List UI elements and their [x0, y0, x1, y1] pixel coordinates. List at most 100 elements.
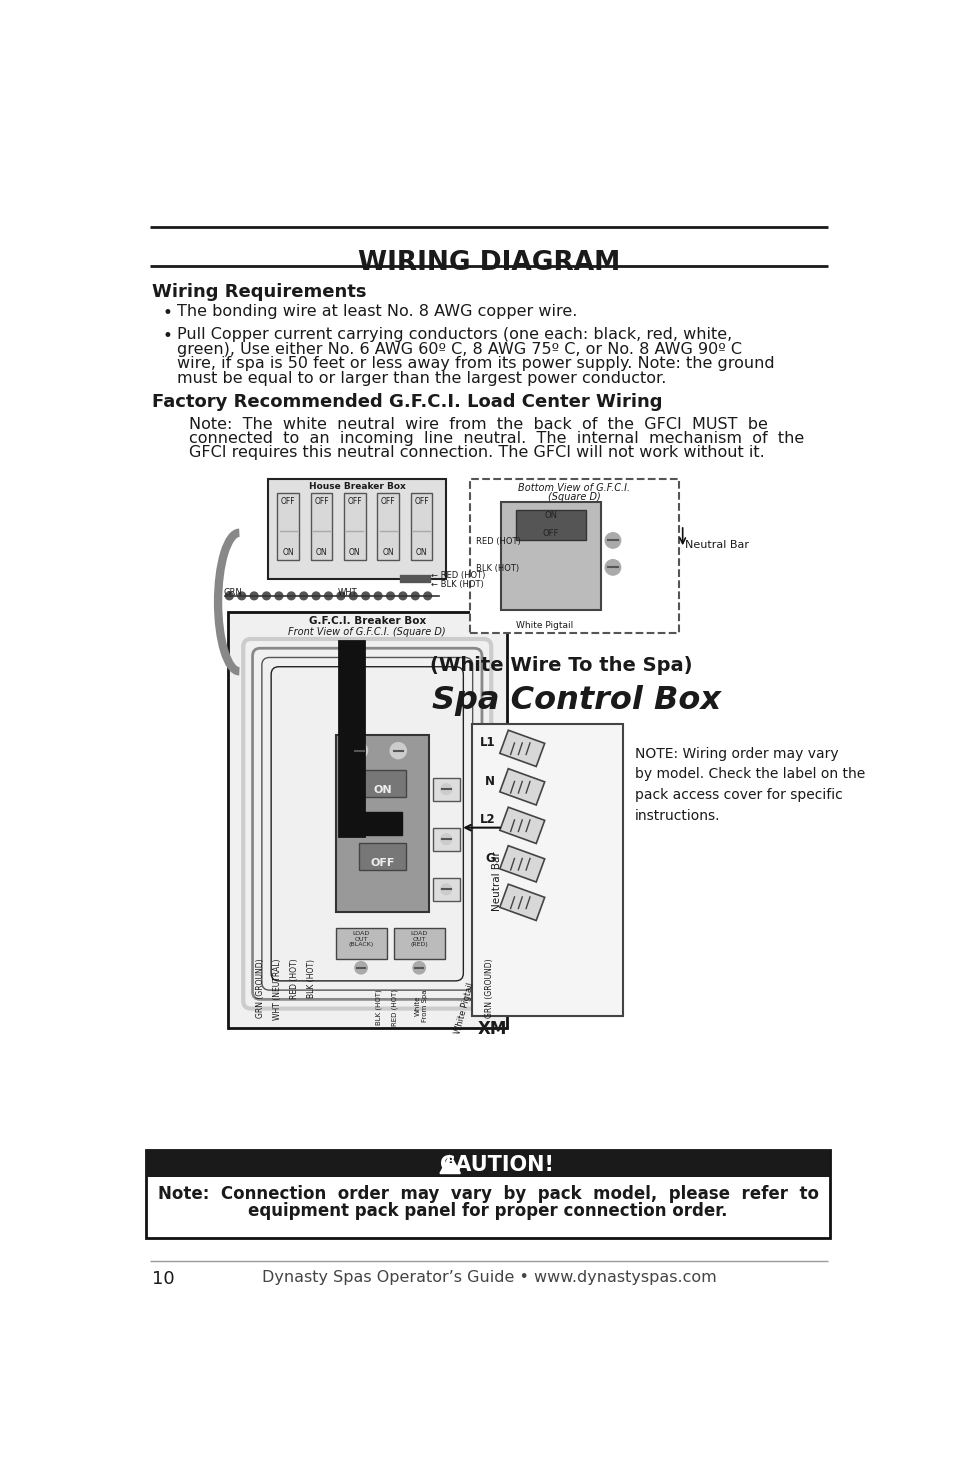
Text: Factory Recommended G.F.C.I. Load Center Wiring: Factory Recommended G.F.C.I. Load Center… — [152, 394, 661, 412]
Bar — [499, 807, 544, 844]
Text: GRN (GROUND): GRN (GROUND) — [485, 959, 494, 1018]
Bar — [359, 844, 406, 870]
Text: OFF: OFF — [370, 858, 395, 869]
Bar — [394, 928, 444, 959]
Text: Bottom View of G.F.C.I.: Bottom View of G.F.C.I. — [517, 482, 630, 493]
Circle shape — [274, 591, 282, 600]
Text: ON: ON — [315, 549, 327, 558]
Circle shape — [440, 783, 452, 795]
Text: WHT: WHT — [337, 589, 357, 597]
Circle shape — [237, 591, 245, 600]
Text: BLK (HOT): BLK (HOT) — [375, 990, 382, 1025]
Text: Spa Control Box: Spa Control Box — [432, 686, 720, 717]
Circle shape — [440, 833, 452, 845]
Circle shape — [411, 591, 418, 600]
Circle shape — [361, 591, 369, 600]
Text: Note:  The  white  neutral  wire  from  the  back  of  the  GFCI  MUST  be: Note: The white neutral wire from the ba… — [189, 417, 767, 432]
Bar — [500, 502, 600, 609]
Text: OFF: OFF — [380, 497, 395, 506]
Text: House Breaker Box: House Breaker Box — [309, 482, 405, 491]
Bar — [433, 777, 459, 801]
Circle shape — [352, 743, 367, 758]
Text: ← RED (HOT): ← RED (HOT) — [431, 571, 485, 580]
Text: L1: L1 — [479, 736, 495, 749]
Text: WHT (NEUTRAL): WHT (NEUTRAL) — [273, 959, 281, 1021]
Bar — [146, 1149, 829, 1177]
Bar — [311, 493, 332, 560]
Text: ON: ON — [373, 785, 392, 795]
Text: Neutral Bar: Neutral Bar — [492, 851, 502, 912]
Bar — [146, 1149, 829, 1238]
Text: (Square D): (Square D) — [547, 493, 600, 502]
Circle shape — [349, 591, 356, 600]
Text: GRN (GROUND): GRN (GROUND) — [255, 959, 265, 1018]
Polygon shape — [439, 1155, 459, 1174]
Bar — [344, 493, 365, 560]
Text: RED (HOT): RED (HOT) — [290, 959, 298, 999]
Circle shape — [390, 743, 406, 758]
Circle shape — [312, 591, 319, 600]
Circle shape — [398, 591, 406, 600]
Circle shape — [355, 962, 367, 974]
Text: ON: ON — [416, 549, 427, 558]
Bar — [410, 493, 432, 560]
Text: LOAD
OUT
(RED): LOAD OUT (RED) — [410, 931, 428, 947]
Text: N: N — [485, 774, 495, 788]
Text: BLK (HOT): BLK (HOT) — [476, 563, 518, 572]
Bar — [228, 612, 506, 1028]
Text: ON: ON — [382, 549, 394, 558]
Text: ON: ON — [282, 549, 294, 558]
Circle shape — [225, 591, 233, 600]
Text: must be equal to or larger than the largest power conductor.: must be equal to or larger than the larg… — [176, 372, 665, 386]
Text: Front View of G.F.C.I. (Square D): Front View of G.F.C.I. (Square D) — [288, 627, 446, 637]
Circle shape — [324, 591, 332, 600]
Text: Pull Copper current carrying conductors (one each: black, red, white,: Pull Copper current carrying conductors … — [176, 327, 731, 342]
Text: GRN: GRN — [223, 589, 242, 597]
Text: Dynasty Spas Operator’s Guide • www.dynastyspas.com: Dynasty Spas Operator’s Guide • www.dyna… — [261, 1270, 716, 1285]
Text: Wiring Requirements: Wiring Requirements — [152, 283, 366, 301]
Bar — [499, 884, 544, 920]
Text: ON: ON — [544, 512, 557, 521]
Text: BLK (HOT): BLK (HOT) — [307, 959, 315, 997]
Circle shape — [262, 591, 270, 600]
Text: White Pigtail: White Pigtail — [453, 982, 475, 1035]
Text: White Pigtail: White Pigtail — [516, 621, 573, 630]
Text: equipment pack panel for proper connection order.: equipment pack panel for proper connecti… — [248, 1202, 727, 1220]
Bar — [335, 928, 386, 959]
Text: connected  to  an  incoming  line  neutral.  The  internal  mechanism  of  the: connected to an incoming line neutral. T… — [189, 431, 803, 445]
Bar — [516, 510, 585, 540]
Bar — [499, 845, 544, 882]
Circle shape — [386, 591, 394, 600]
Text: WIRING DIAGRAM: WIRING DIAGRAM — [357, 251, 619, 276]
Bar — [377, 493, 398, 560]
Text: •: • — [162, 304, 172, 322]
Circle shape — [336, 591, 344, 600]
Bar — [359, 770, 406, 797]
Bar — [277, 493, 298, 560]
Text: ← BLK (HOT): ← BLK (HOT) — [431, 581, 483, 590]
Text: OFF: OFF — [347, 497, 362, 506]
Text: RED (HOT): RED (HOT) — [476, 537, 520, 546]
Text: Note:  Connection  order  may  vary  by  pack  model,  please  refer  to: Note: Connection order may vary by pack … — [157, 1184, 818, 1204]
Text: L2: L2 — [479, 813, 495, 826]
Text: G: G — [485, 853, 495, 864]
Text: CAUTION!: CAUTION! — [439, 1155, 553, 1176]
Circle shape — [423, 591, 431, 600]
Text: OFF: OFF — [280, 497, 295, 506]
Bar — [433, 878, 459, 901]
Text: 10: 10 — [152, 1270, 174, 1288]
Text: OFF: OFF — [314, 497, 329, 506]
Text: NOTE: Wiring order may vary
by model. Check the label on the
pack access cover f: NOTE: Wiring order may vary by model. Ch… — [634, 746, 864, 823]
Text: G.F.C.I. Breaker Box: G.F.C.I. Breaker Box — [309, 617, 425, 625]
Circle shape — [299, 591, 307, 600]
Bar — [499, 768, 544, 805]
Text: Neutral Bar: Neutral Bar — [684, 540, 748, 550]
Text: wire, if spa is 50 feet or less away from its power supply. Note: the ground: wire, if spa is 50 feet or less away fro… — [176, 357, 774, 372]
Bar — [472, 724, 622, 1016]
Bar — [363, 813, 402, 835]
Text: green), Use either No. 6 AWG 60º C, 8 AWG 75º C, or No. 8 AWG 90º C: green), Use either No. 6 AWG 60º C, 8 AW… — [176, 342, 740, 357]
Bar — [499, 730, 544, 767]
Text: RED (HOT): RED (HOT) — [391, 990, 397, 1027]
Text: GFCI requires this neutral connection. The GFCI will not work without it.: GFCI requires this neutral connection. T… — [189, 445, 764, 460]
Text: XM: XM — [477, 1021, 507, 1038]
